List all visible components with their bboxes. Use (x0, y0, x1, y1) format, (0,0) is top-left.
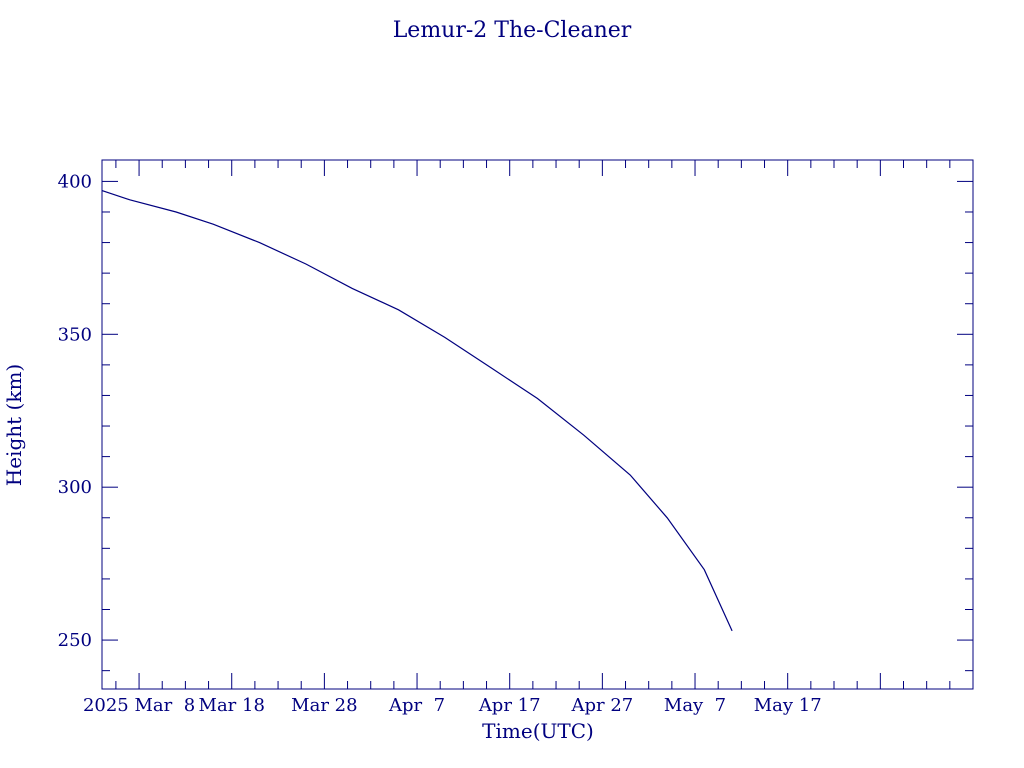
y-tick-label: 350 (58, 324, 92, 345)
x-tick-label: May 17 (754, 695, 822, 716)
y-axis: 250 300 350 400 (58, 171, 973, 672)
x-tick-label: Apr 17 (478, 695, 541, 716)
x-tick-label: May 7 (664, 695, 726, 716)
x-tick-label: Mar 18 (199, 695, 265, 716)
y-tick-label: 300 (58, 477, 92, 498)
x-tick-label: 2025 Mar 8 (83, 695, 195, 716)
series-line (101, 190, 733, 632)
x-tick-label: Mar 28 (291, 695, 357, 716)
x-tick-label: Apr 27 (570, 695, 633, 716)
x-tick-label: Apr 7 (388, 695, 445, 716)
chart-title: Lemur-2 The-Cleaner (393, 18, 632, 43)
x-axis-label: Time(UTC) (482, 719, 594, 743)
series-layer (101, 190, 733, 632)
y-tick-label: 250 (58, 630, 92, 651)
plot-frame (101, 159, 974, 690)
x-axis: 2025 Mar 8 Mar 18 Mar 28 Apr 7 Apr 17 Apr 27 M… (83, 160, 974, 716)
y-tick-label: 400 (58, 171, 92, 192)
y-axis-label: Height (km) (2, 364, 26, 486)
